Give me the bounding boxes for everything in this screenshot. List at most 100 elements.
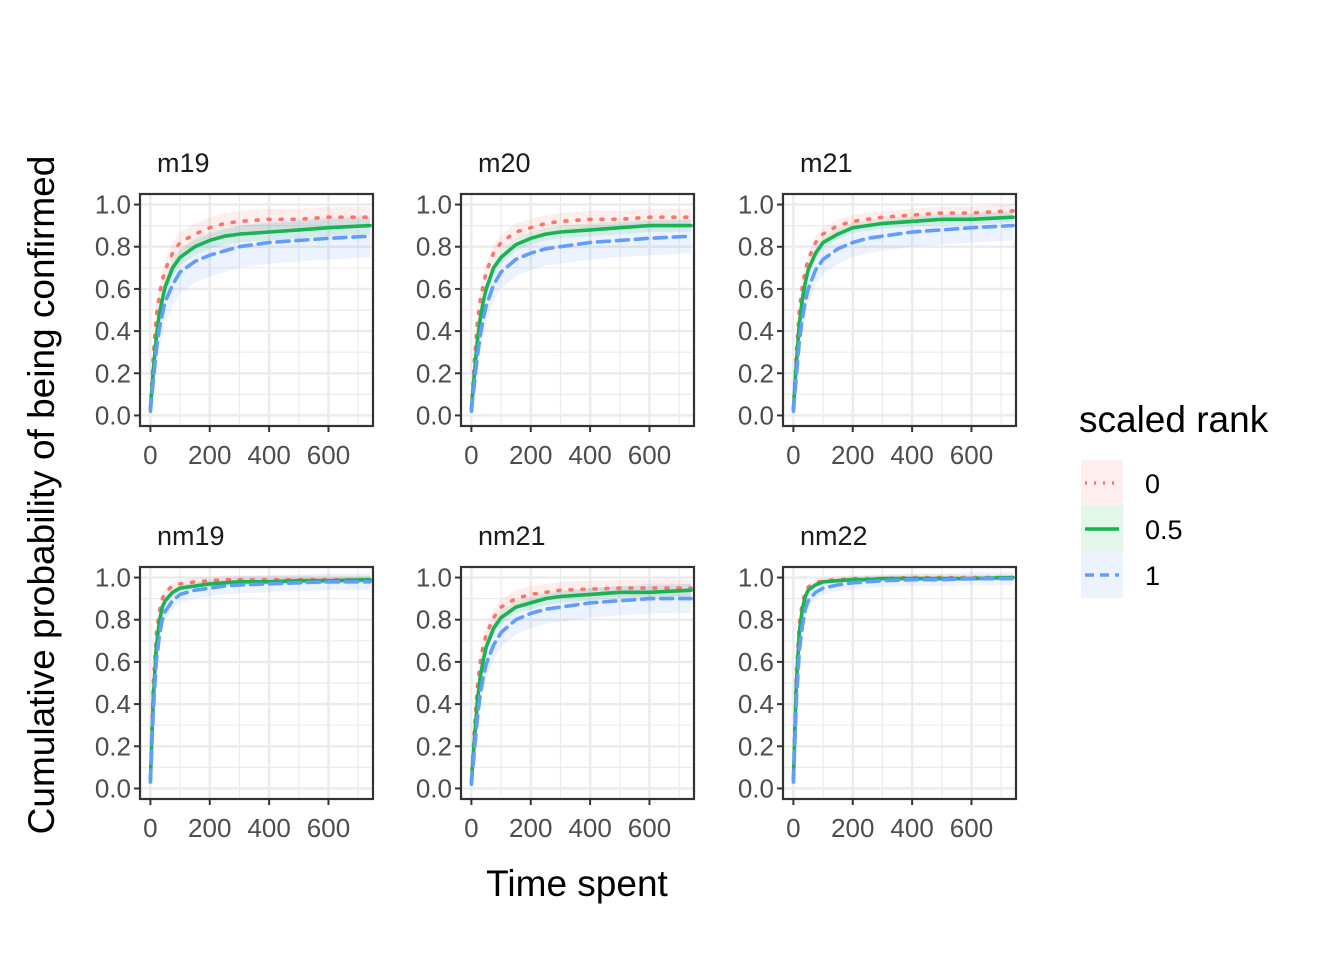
y-tick-label: 0.8 — [416, 605, 452, 635]
series-line-1 — [791, 223, 1015, 413]
x-tick-label: 400 — [890, 440, 933, 470]
y-tick-label: 0.0 — [416, 400, 452, 430]
y-tick-label: 0.4 — [416, 689, 452, 719]
y-tick-label: 1.0 — [416, 563, 452, 593]
series-line-0.5 — [148, 223, 372, 411]
legend-entry-0: 0 — [1081, 460, 1160, 506]
y-tick-label: 0.2 — [738, 731, 774, 761]
x-tick-label: 200 — [188, 440, 231, 470]
facet-panels: m19 0.0 0.2 0.4 0.6 0.8 1.0 0 200 400 600 m20 0.0 0.2… — [95, 148, 1018, 843]
y-tick-label: 1.0 — [416, 190, 452, 220]
y-tick-label: 0.6 — [416, 647, 452, 677]
facet-panel-nm21: nm21 0.0 0.2 0.4 0.6 0.8 1.0 0 200 400 600 — [416, 521, 696, 843]
facet-title: nm19 — [157, 521, 225, 551]
facet-panel-nm22: nm22 0.0 0.2 0.4 0.6 0.8 1.0 0 200 400 600 — [738, 521, 1018, 843]
y-tick-label: 0.4 — [95, 689, 131, 719]
x-tick-label: 600 — [628, 813, 671, 843]
x-tick-label: 0 — [786, 440, 800, 470]
legend-label: 1 — [1145, 561, 1160, 591]
y-tick-label: 0.0 — [95, 400, 131, 430]
y-tick-label: 0.4 — [738, 689, 774, 719]
series-line-0 — [469, 586, 693, 784]
x-tick-label: 200 — [831, 813, 874, 843]
facet-title: nm22 — [800, 521, 868, 551]
x-tick-label: 400 — [890, 813, 933, 843]
x-tick-label: 200 — [188, 813, 231, 843]
y-tick-label: 0.8 — [95, 605, 131, 635]
x-tick-label: 600 — [950, 813, 993, 843]
y-tick-label: 0.6 — [416, 274, 452, 304]
x-tick-label: 400 — [568, 813, 611, 843]
series-line-0 — [469, 215, 693, 411]
y-tick-label: 0.2 — [416, 358, 452, 388]
series-line-1 — [148, 234, 372, 413]
y-tick-label: 0.2 — [416, 731, 452, 761]
panel-border — [459, 565, 696, 801]
y-tick-label: 0.4 — [416, 316, 452, 346]
y-tick-label: 1.0 — [738, 563, 774, 593]
y-tick-label: 0.6 — [95, 647, 131, 677]
y-tick-label: 0.4 — [738, 316, 774, 346]
legend-title: scaled rank — [1079, 399, 1269, 440]
x-axis-title: Time spent — [486, 863, 668, 904]
facet-title: m20 — [478, 148, 531, 178]
x-tick-label: 600 — [307, 440, 350, 470]
y-tick-label: 0.8 — [416, 232, 452, 262]
series-line-1 — [791, 576, 1015, 784]
y-tick-label: 0.2 — [95, 731, 131, 761]
y-tick-label: 0.6 — [95, 274, 131, 304]
legend-entry-1: 1 — [1081, 552, 1160, 598]
legend-label: 0.5 — [1145, 515, 1183, 545]
x-tick-label: 0 — [143, 440, 157, 470]
panel-border — [138, 192, 375, 428]
y-tick-label: 0.0 — [95, 773, 131, 803]
series-line-1 — [148, 580, 372, 784]
y-tick-label: 0.4 — [95, 316, 131, 346]
y-tick-label: 1.0 — [738, 190, 774, 220]
x-tick-label: 600 — [307, 813, 350, 843]
y-axis-title: Cumulative probability of being confirme… — [21, 156, 62, 835]
y-tick-label: 0.6 — [738, 274, 774, 304]
facet-panel-m20: m20 0.0 0.2 0.4 0.6 0.8 1.0 0 200 400 600 — [416, 148, 696, 470]
facet-title: m21 — [800, 148, 853, 178]
legend: scaled rank 0 0.5 1 — [1079, 399, 1269, 598]
legend-key-band — [1081, 460, 1123, 506]
y-tick-label: 0.6 — [738, 647, 774, 677]
x-tick-label: 600 — [950, 440, 993, 470]
y-tick-label: 0.0 — [738, 400, 774, 430]
series-line-0.5 — [791, 215, 1015, 411]
confidence-band-1 — [793, 210, 1013, 415]
x-tick-label: 400 — [568, 440, 611, 470]
legend-label: 0 — [1145, 469, 1160, 499]
confidence-band-1 — [471, 219, 691, 415]
x-tick-label: 200 — [831, 440, 874, 470]
x-tick-label: 0 — [143, 813, 157, 843]
x-tick-label: 0 — [786, 813, 800, 843]
y-tick-label: 0.0 — [416, 773, 452, 803]
y-tick-label: 0.8 — [738, 232, 774, 262]
y-tick-label: 0.0 — [738, 773, 774, 803]
legend-entry-0.5: 0.5 — [1081, 506, 1183, 552]
x-tick-label: 200 — [509, 813, 552, 843]
series-line-0.5 — [148, 577, 372, 782]
series-line-1 — [469, 234, 693, 413]
y-tick-label: 0.2 — [738, 358, 774, 388]
facet-panel-nm19: nm19 0.0 0.2 0.4 0.6 0.8 1.0 0 200 400 600 — [95, 521, 375, 843]
series-line-0.5 — [469, 223, 693, 411]
y-tick-label: 0.8 — [738, 605, 774, 635]
confidence-band-1 — [150, 215, 370, 416]
facet-title: nm21 — [478, 521, 546, 551]
x-tick-label: 600 — [628, 440, 671, 470]
x-tick-label: 400 — [247, 440, 290, 470]
y-tick-label: 0.8 — [95, 232, 131, 262]
facet-panel-m21: m21 0.0 0.2 0.4 0.6 0.8 1.0 0 200 400 600 — [738, 148, 1018, 470]
x-tick-label: 0 — [464, 440, 478, 470]
x-tick-label: 400 — [247, 813, 290, 843]
y-tick-label: 1.0 — [95, 563, 131, 593]
confidence-band-1 — [471, 583, 691, 788]
x-tick-label: 0 — [464, 813, 478, 843]
series-line-0 — [148, 215, 372, 411]
facet-title: m19 — [157, 148, 210, 178]
series-line-0.5 — [469, 588, 693, 784]
